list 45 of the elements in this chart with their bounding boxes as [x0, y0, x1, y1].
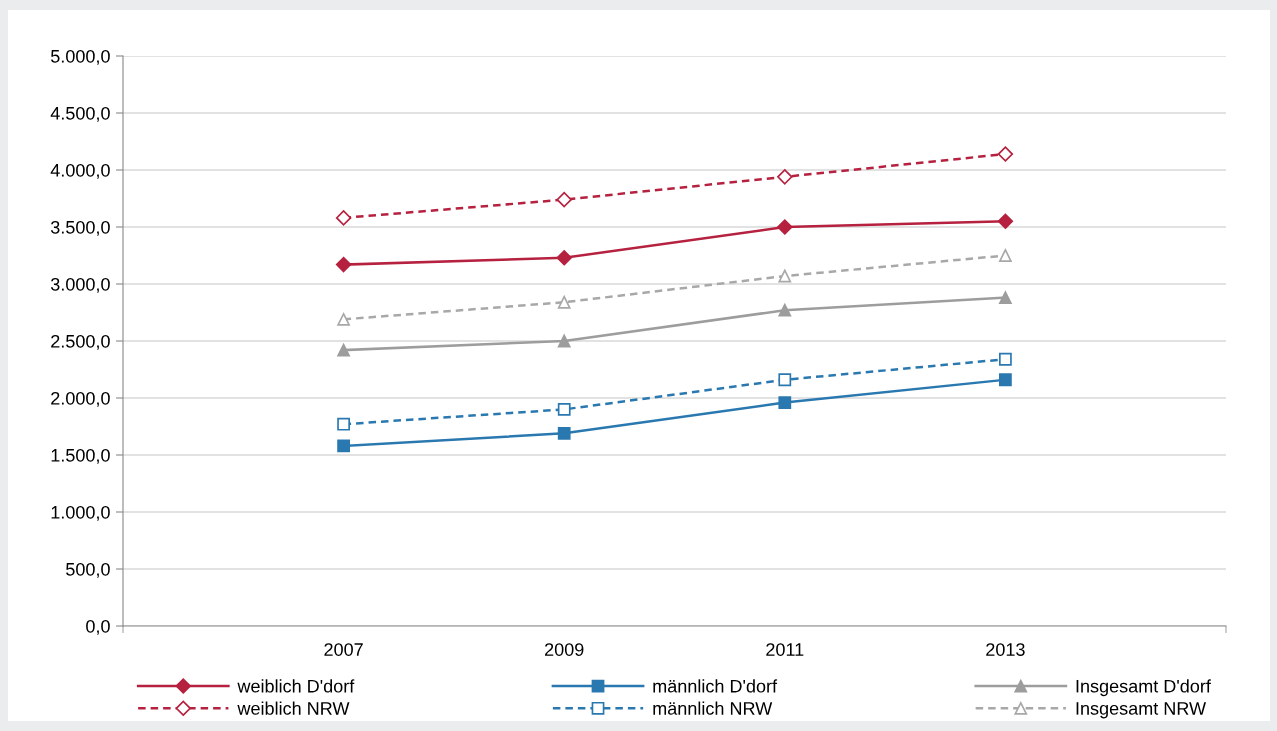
point — [335, 210, 352, 226]
point — [778, 373, 792, 387]
legend-label: weiblich NRW — [237, 701, 350, 715]
point — [556, 191, 572, 208]
point — [778, 303, 792, 317]
point — [337, 417, 350, 431]
y-tick-label: 0,0 — [86, 619, 110, 635]
y-tick-label: 2.500,0 — [51, 334, 110, 350]
point — [337, 439, 350, 453]
x-tick-label: 2009 — [545, 643, 584, 656]
y-tick-label: 4.500,0 — [50, 106, 110, 122]
y-tick-label: 3.500,0 — [50, 220, 110, 236]
x-tick-label: 2011 — [766, 643, 804, 656]
legend-label: männlich D'dorf — [653, 679, 778, 693]
x-tick-label: 2007 — [324, 643, 363, 656]
y-tick-label: 3.000,0 — [50, 277, 110, 293]
point — [778, 269, 792, 283]
y-tick-label: 1.500,0 — [51, 448, 110, 464]
x-tick-label: 2013 — [986, 643, 1025, 656]
point — [999, 373, 1012, 387]
point — [999, 291, 1012, 305]
legend-label: männlich NRW — [653, 701, 773, 715]
y-tick-label: 5.000,0 — [50, 49, 110, 65]
y-tick-label: 4.000,0 — [50, 163, 110, 179]
legend-label: Insgesamt D'dorf — [1076, 679, 1211, 697]
point — [777, 169, 793, 185]
point — [999, 249, 1012, 262]
point — [335, 256, 352, 273]
point — [556, 250, 572, 266]
point — [778, 396, 792, 409]
point — [999, 352, 1012, 366]
y-tick-label: 500,0 — [66, 562, 110, 578]
point — [997, 213, 1014, 230]
y-tick-label: 2.000,0 — [51, 391, 110, 407]
point — [557, 334, 571, 348]
point — [337, 312, 350, 326]
point — [777, 219, 793, 235]
legend-label: weiblich D'dorf — [237, 679, 355, 693]
legend-label: Insgesamt NRW — [1076, 702, 1207, 719]
y-tick-label: 1.000,0 — [51, 505, 110, 521]
point — [557, 295, 571, 309]
point — [557, 403, 571, 416]
point — [997, 146, 1014, 162]
point — [557, 426, 571, 440]
point — [337, 343, 350, 357]
